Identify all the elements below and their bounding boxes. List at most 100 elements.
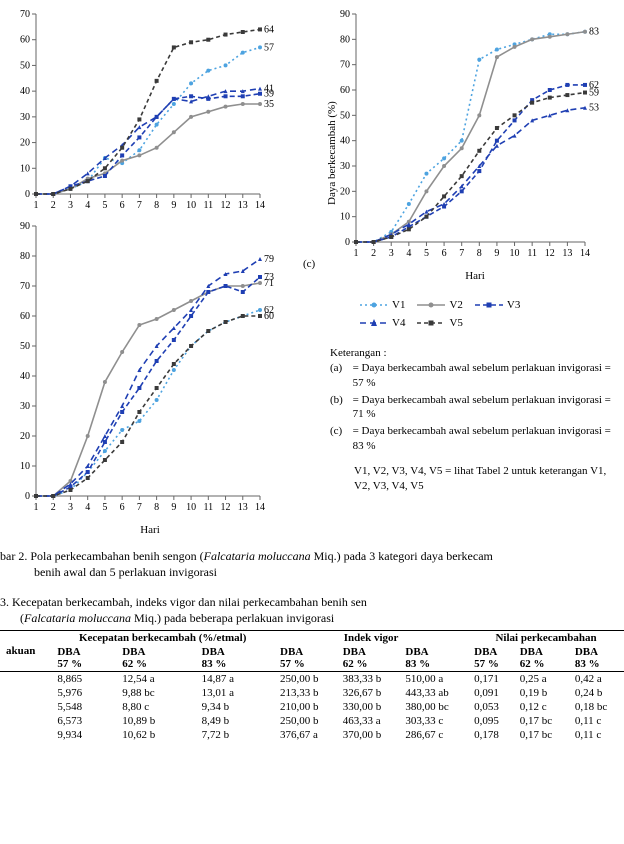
- table-cell: 10,89 b: [116, 714, 195, 728]
- chart-b-svg: 0102030405060708090123456789101112131479…: [8, 218, 288, 518]
- table-cell: 0,11 c: [569, 714, 624, 728]
- legend: V1 V2 V3 V4 V5: [360, 298, 610, 334]
- table-row: 8,86512,54 a14,87 a250,00 b383,33 b510,0…: [0, 672, 624, 687]
- svg-text:40: 40: [340, 136, 350, 147]
- table-grouphdr-1: Indek vigor: [274, 631, 468, 646]
- table-caption-line1: 3. Kecepatan berkecambah, indeks vigor d…: [0, 595, 367, 609]
- table-cell: 14,87 a: [196, 672, 274, 687]
- table-subhdr: DBA83 %: [196, 645, 274, 672]
- svg-text:13: 13: [562, 248, 572, 259]
- chart-b-xlabel: Hari: [130, 524, 170, 536]
- svg-text:10: 10: [510, 248, 520, 259]
- table-cell: 510,00 a: [399, 672, 468, 687]
- table-subhdr: DBA57 %: [274, 645, 337, 672]
- svg-text:14: 14: [255, 502, 265, 513]
- table-subhdr: DBA83 %: [569, 645, 624, 672]
- svg-text:59: 59: [589, 88, 599, 99]
- legend-label: V4: [392, 317, 405, 329]
- svg-text:10: 10: [340, 212, 350, 223]
- table-cell: 210,00 b: [274, 700, 337, 714]
- table-cell: 380,00 bc: [399, 700, 468, 714]
- svg-text:12: 12: [221, 502, 231, 513]
- svg-text:60: 60: [20, 311, 30, 322]
- table-subhdr: DBA57 %: [51, 645, 116, 672]
- svg-text:13: 13: [238, 502, 248, 513]
- table-cell: 0,12 c: [514, 700, 569, 714]
- svg-text:2: 2: [51, 200, 56, 211]
- keterangan-block: Keterangan : (a)= Daya berkecambah awal …: [330, 346, 620, 494]
- keterangan-c: = Daya berkecambah awal sebelum perlakua…: [353, 424, 620, 454]
- table-cell: 9,88 bc: [116, 686, 195, 700]
- svg-text:9: 9: [494, 248, 499, 259]
- table-cell: 5,548: [51, 700, 116, 714]
- legend-item-v5: V5: [417, 316, 462, 330]
- svg-text:5: 5: [424, 248, 429, 259]
- svg-text:10: 10: [20, 461, 30, 472]
- table-cell: 0,11 c: [569, 728, 624, 742]
- svg-text:11: 11: [203, 200, 213, 211]
- svg-text:90: 90: [20, 221, 30, 232]
- svg-text:0: 0: [345, 237, 350, 248]
- svg-text:10: 10: [186, 502, 196, 513]
- svg-text:14: 14: [580, 248, 590, 259]
- keterangan-title: Keterangan :: [330, 346, 620, 361]
- data-table: akuan Kecepatan berkecambah (%/etmal) In…: [0, 630, 624, 742]
- table-cell: 376,67 a: [274, 728, 337, 742]
- svg-text:57: 57: [264, 42, 274, 53]
- table-row: 9,93410,62 b7,72 b376,67 a370,00 b286,67…: [0, 728, 624, 742]
- figure-caption-line2: benih awal dan 5 perlakuan invigorasi: [0, 565, 217, 579]
- svg-text:50: 50: [340, 110, 350, 121]
- svg-text:7: 7: [137, 200, 142, 211]
- svg-text:11: 11: [527, 248, 537, 259]
- svg-text:35: 35: [264, 99, 274, 110]
- chart-b: 0102030405060708090123456789101112131479…: [8, 218, 288, 518]
- svg-text:7: 7: [137, 502, 142, 513]
- svg-text:64: 64: [264, 24, 274, 35]
- svg-text:20: 20: [20, 431, 30, 442]
- panel-tag-c: (c): [303, 258, 315, 270]
- svg-text:11: 11: [203, 502, 213, 513]
- table-cell: 0,19 b: [514, 686, 569, 700]
- svg-text:71: 71: [264, 278, 274, 289]
- table-cell: 10,62 b: [116, 728, 195, 742]
- table-cell: 0,18 bc: [569, 700, 624, 714]
- svg-text:79: 79: [264, 254, 274, 265]
- chart-a: 0102030405060701234567891011121314645741…: [8, 6, 288, 216]
- page: { "common": { "x": [1,2,3,4,5,6,7,8,9,10…: [0, 0, 624, 844]
- figure-caption-suffix: Miq.) pada 3 kategori daya berkecam: [311, 549, 493, 563]
- svg-text:4: 4: [406, 248, 411, 259]
- table-cell: 0,24 b: [569, 686, 624, 700]
- svg-text:40: 40: [20, 86, 30, 97]
- svg-text:20: 20: [20, 138, 30, 149]
- table-row: 6,57310,89 b8,49 b250,00 b463,33 a303,33…: [0, 714, 624, 728]
- table-cell: 250,00 b: [274, 714, 337, 728]
- svg-text:80: 80: [340, 34, 350, 45]
- svg-text:2: 2: [51, 502, 56, 513]
- table-subhdr: DBA62 %: [337, 645, 400, 672]
- table-cell: 8,80 c: [116, 700, 195, 714]
- table-cell: 5,976: [51, 686, 116, 700]
- svg-text:4: 4: [85, 502, 90, 513]
- svg-text:50: 50: [20, 60, 30, 71]
- table-cell: 213,33 b: [274, 686, 337, 700]
- svg-text:83: 83: [589, 27, 599, 38]
- keterangan-b: = Daya berkecambah awal sebelum perlakua…: [353, 393, 620, 423]
- table-cell: 0,091: [468, 686, 514, 700]
- data-table-table: akuan Kecepatan berkecambah (%/etmal) In…: [0, 630, 624, 742]
- svg-text:0: 0: [25, 491, 30, 502]
- svg-text:1: 1: [354, 248, 359, 259]
- svg-text:2: 2: [371, 248, 376, 259]
- table-row: 5,5488,80 c9,34 b210,00 b330,00 b380,00 …: [0, 700, 624, 714]
- svg-text:13: 13: [238, 200, 248, 211]
- svg-text:30: 30: [20, 112, 30, 123]
- svg-text:14: 14: [255, 200, 265, 211]
- svg-text:60: 60: [264, 311, 274, 322]
- svg-text:12: 12: [545, 248, 555, 259]
- table-cell: 0,171: [468, 672, 514, 687]
- figure-caption-italic: Falcataria moluccana: [204, 549, 311, 563]
- table-cell: 286,67 c: [399, 728, 468, 742]
- svg-text:1: 1: [34, 502, 39, 513]
- table-cell: 330,00 b: [337, 700, 400, 714]
- table-cell: 0,053: [468, 700, 514, 714]
- table-cell: 443,33 ab: [399, 686, 468, 700]
